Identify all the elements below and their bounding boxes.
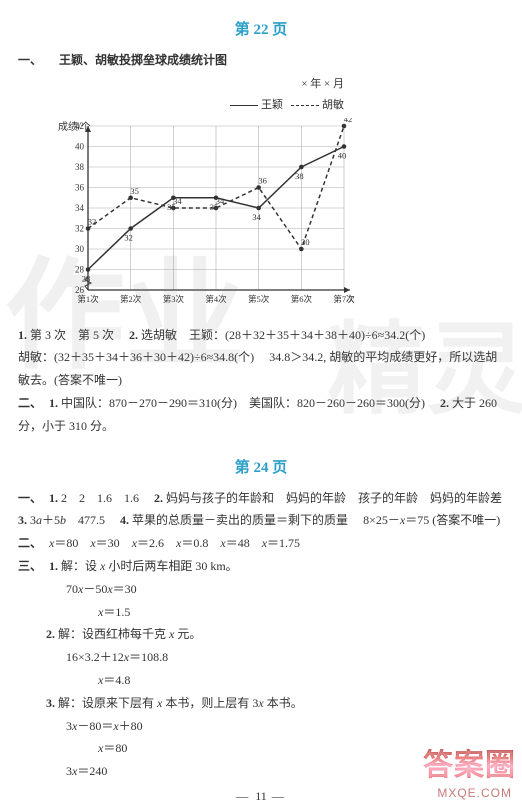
svg-text:36: 36 [75,182,85,192]
p24s3-q2l2: 16×3.2＋12x＝108.8 [18,646,504,669]
svg-text:28: 28 [82,273,91,283]
svg-text:35: 35 [130,185,139,195]
page-number: — 11 — [0,789,522,804]
svg-text:第1次: 第1次 [77,294,99,304]
p24s3-q2h: 解：设西红柿每千克 x 元。 [58,627,201,641]
svg-text:38: 38 [75,162,85,172]
legend-line-solid [230,105,258,106]
p24s3-q2l3: x＝4.8 [18,669,504,692]
page-number-value: 11 [255,789,267,803]
svg-text:第6次: 第6次 [291,294,313,304]
svg-text:42: 42 [344,118,353,124]
svg-text:38: 38 [295,171,304,181]
p24s1-a1: 2 2 1.6 1.6 [61,491,139,505]
svg-text:34: 34 [216,196,225,206]
p24s1-a3: 3a＋5b 477.5 [30,513,105,527]
p24s1-a4b: 8×25－x＝75 [363,513,429,527]
svg-text:第5次: 第5次 [248,294,270,304]
svg-text:32: 32 [88,216,97,226]
svg-text:32: 32 [124,232,132,242]
svg-text:32: 32 [75,223,84,233]
svg-text:34: 34 [173,196,182,206]
s2-q2: 2. [440,396,449,410]
chart-legend: × 年 × 月 王颖 胡敏 [54,74,354,116]
section2-label: 二、 [18,392,46,415]
p24s3-q1: 1. [49,559,58,573]
svg-text:42: 42 [75,121,84,131]
chart-container: × 年 × 月 王颖 胡敏 成绩/个262830323436384042第1次第… [54,74,354,318]
svg-text:次/则: 次/则 [346,294,354,304]
svg-text:30: 30 [301,237,310,247]
svg-text:第2次: 第2次 [120,294,142,304]
p24s3-label: 三、 [18,555,46,578]
svg-text:第4次: 第4次 [205,294,227,304]
legend-date: × 年 × 月 [301,78,344,90]
svg-text:40: 40 [338,150,347,160]
p24-section-2: 二、 x＝80 x＝30 x＝2.6 x＝0.8 x＝48 x＝1.75 [0,532,522,555]
p24s1-q1: 1. [49,491,58,505]
s1-answers: 1. 第 3 次 第 5 次 2. 选胡敏 王颖：(28＋32＋35＋34＋38… [18,324,504,392]
legend-name-2: 胡敏 [322,99,344,111]
line-chart: 成绩/个262830323436384042第1次第2次第3次第4次第5次第6次… [54,118,354,318]
svg-text:36: 36 [258,175,267,185]
brand-logo: 答案圈 [423,740,516,784]
p24s1-q3: 3. [18,513,27,527]
section-1: 一、 王颖、胡敏投掷垒球成绩统计图 × 年 × 月 王颖 胡敏 成绩/个2628… [0,49,522,392]
svg-text:34: 34 [75,203,85,213]
s2-a1: 中国队：870－270－290＝310(分) 美国队：820－260－260＝3… [61,396,425,410]
p24s2-label: 二、 [18,532,46,555]
p24s3-q1h: 解：设 x 小时后两车相距 30 km。 [61,559,238,573]
s1-a2a: 选胡敏 王颖：(28＋32＋35＋34＋38＋40)÷6≈34.2(个) [141,328,425,342]
svg-text:40: 40 [75,141,85,151]
p24s1-label: 一、 [18,487,46,510]
page-title-22: 第 22 页 [0,18,522,39]
p24s1-a4c: (答案不唯一) [432,513,500,527]
p24s3-q3l2: 3x－80＝x＋80 [18,715,504,738]
p24s1-q2: 2. [154,491,163,505]
section1-label: 一、 [18,49,46,72]
svg-text:第3次: 第3次 [163,294,185,304]
p24s3-q3: 3. [46,696,55,710]
s1-a1: 第 3 次 第 5 次 [30,328,114,342]
p24s3-q3h: 解：设原来下层有 x 本书，则上层有 3x 本书。 [58,696,303,710]
p24-section-1: 一、 1. 2 2 1.6 1.6 2. 妈妈与孩子的年龄和 妈妈的年龄 孩子的… [0,487,522,533]
p24s3-q1l3: x＝1.5 [18,601,504,624]
p24s3-q1l2: 70x－50x＝30 [18,578,504,601]
p24s1-a4a: 苹果的总质量－卖出的质量＝剩下的质量 [132,513,348,527]
s1-a2b: 胡敏：(32＋35＋34＋36＋30＋42)÷6≈34.8(个) [18,350,254,364]
s1-q1: 1. [18,328,27,342]
legend-line-dash [291,105,319,106]
section-2: 二、 1. 中国队：870－270－290＝310(分) 美国队：820－260… [0,392,522,438]
p24s1-q4: 4. [120,513,129,527]
p24s2-eqs: x＝80 x＝30 x＝2.6 x＝0.8 x＝48 x＝1.75 [49,536,300,550]
svg-text:30: 30 [75,244,85,254]
p24s1-a2: 妈妈与孩子的年龄和 妈妈的年龄 孩子的年龄 妈妈的年龄差 [166,491,502,505]
svg-text:34: 34 [252,212,261,222]
p24s3-q2: 2. [46,627,55,641]
legend-name-1: 王颖 [261,99,283,111]
page-title-24: 第 24 页 [0,456,522,477]
chart-title: 王颖、胡敏投掷垒球成绩统计图 [59,49,227,72]
s2-q1: 1. [49,396,58,410]
s1-q2: 2. [129,328,138,342]
